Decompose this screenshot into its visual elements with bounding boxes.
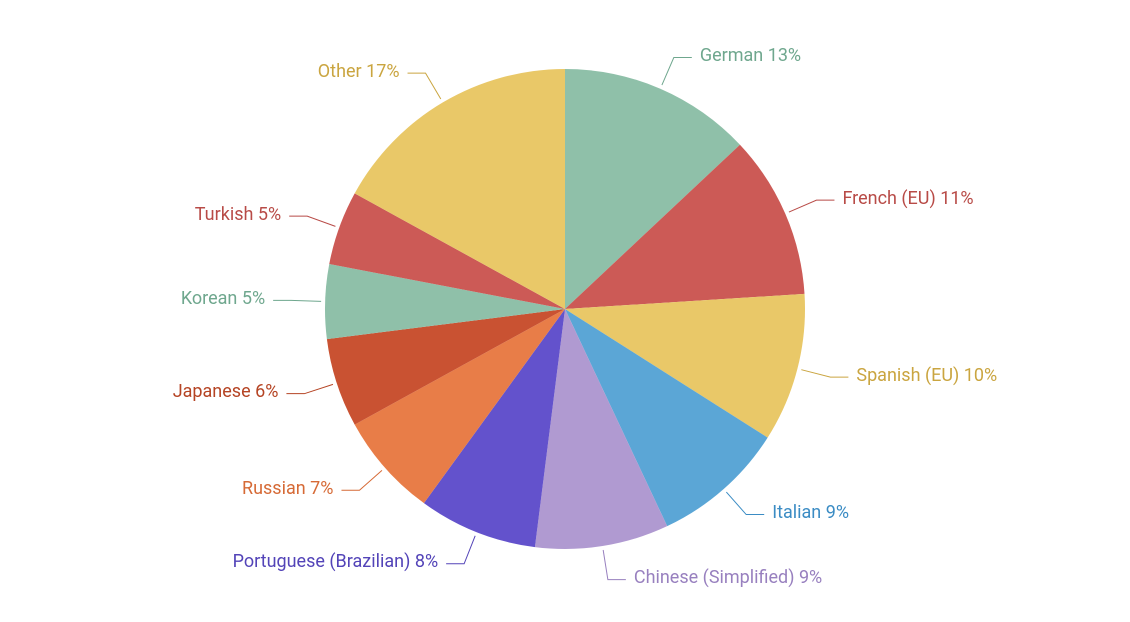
leader-line	[286, 384, 333, 393]
leader-line	[273, 300, 321, 301]
leader-line	[801, 370, 848, 377]
pie-svg	[0, 0, 1130, 618]
leader-line	[341, 470, 382, 490]
leader-line	[662, 58, 692, 86]
leader-line	[603, 550, 626, 580]
language-pie-chart: German 13%French (EU) 11%Spanish (EU) 10…	[0, 0, 1130, 618]
leader-line	[726, 492, 764, 515]
leader-line	[408, 73, 441, 99]
leader-line	[789, 200, 835, 212]
leader-line	[289, 216, 335, 226]
leader-line	[446, 536, 475, 564]
